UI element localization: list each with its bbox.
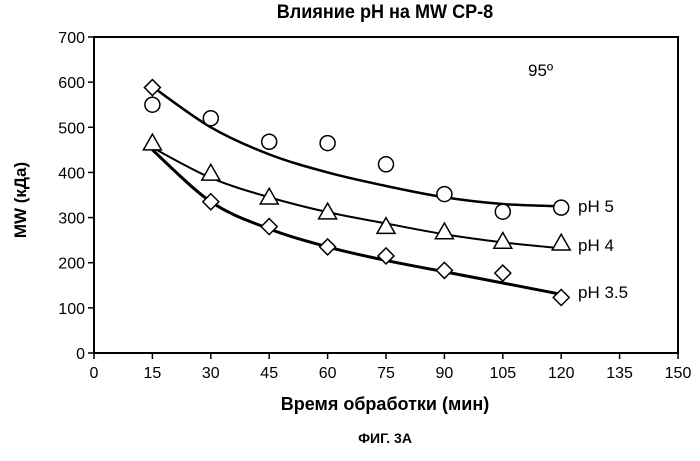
- data-point-ph4: [550, 232, 572, 251]
- x-tick-label: 0: [90, 365, 99, 382]
- data-point-ph35: [260, 217, 279, 236]
- data-point-ph35: [143, 78, 162, 97]
- figure-caption: ФИГ. 3А: [358, 430, 412, 446]
- x-tick-label: 75: [377, 365, 395, 382]
- x-tick-label: 105: [489, 365, 516, 382]
- x-tick-label: 45: [260, 365, 278, 382]
- fit-curve-ph5: [151, 85, 562, 208]
- x-tick-label: 90: [436, 365, 454, 382]
- series-label-ph4: pH 4: [578, 236, 614, 255]
- x-tick-label: 30: [202, 365, 220, 382]
- y-axis-label: MW (кДа): [11, 161, 30, 239]
- data-point-ph35: [201, 192, 220, 211]
- data-point-ph35: [493, 264, 512, 283]
- data-point-ph5: [436, 185, 453, 203]
- x-tick-label: 15: [144, 365, 162, 382]
- x-axis-label: Время обработки (мин): [280, 394, 490, 414]
- y-tick-label: 500: [58, 120, 85, 137]
- data-point-ph5: [144, 96, 161, 113]
- data-point-ph5: [494, 203, 512, 220]
- y-tick-label: 700: [58, 30, 85, 47]
- data-point-ph5: [260, 133, 278, 150]
- y-tick-label: 400: [58, 165, 85, 182]
- data-point-ph4: [317, 201, 338, 220]
- y-tick-label: 0: [76, 346, 85, 363]
- series-label-ph35: pH 3.5: [578, 283, 629, 302]
- data-point-ph35: [552, 288, 571, 307]
- data-point-ph4: [492, 230, 514, 249]
- y-tick-label: 300: [58, 211, 85, 228]
- data-point-ph5: [552, 199, 570, 216]
- data-point-ph5: [377, 156, 395, 173]
- data-point-ph35: [376, 246, 396, 266]
- data-point-ph4: [375, 216, 397, 235]
- data-point-ph5: [319, 134, 336, 152]
- data-point-ph4: [142, 132, 163, 151]
- temperature-annotation: 95º: [528, 61, 554, 80]
- data-point-ph4: [258, 186, 280, 205]
- series-label-ph5: pH 5: [578, 197, 614, 216]
- x-tick-label: 120: [548, 365, 575, 382]
- chart-title: Влияние pH на MW CP-8: [276, 2, 494, 23]
- y-tick-label: 200: [58, 256, 85, 273]
- data-point-ph35: [318, 237, 337, 256]
- data-point-ph4: [200, 162, 222, 181]
- y-tick-label: 100: [58, 301, 85, 318]
- data-point-ph4: [434, 221, 455, 240]
- data-point-ph35: [435, 261, 454, 280]
- y-tick-label: 600: [58, 75, 85, 92]
- plot-frame: [93, 36, 679, 354]
- x-tick-label: 60: [319, 365, 337, 382]
- x-tick-label: 135: [606, 365, 633, 382]
- x-tick-label: 150: [665, 365, 692, 382]
- data-point-ph5: [202, 110, 220, 127]
